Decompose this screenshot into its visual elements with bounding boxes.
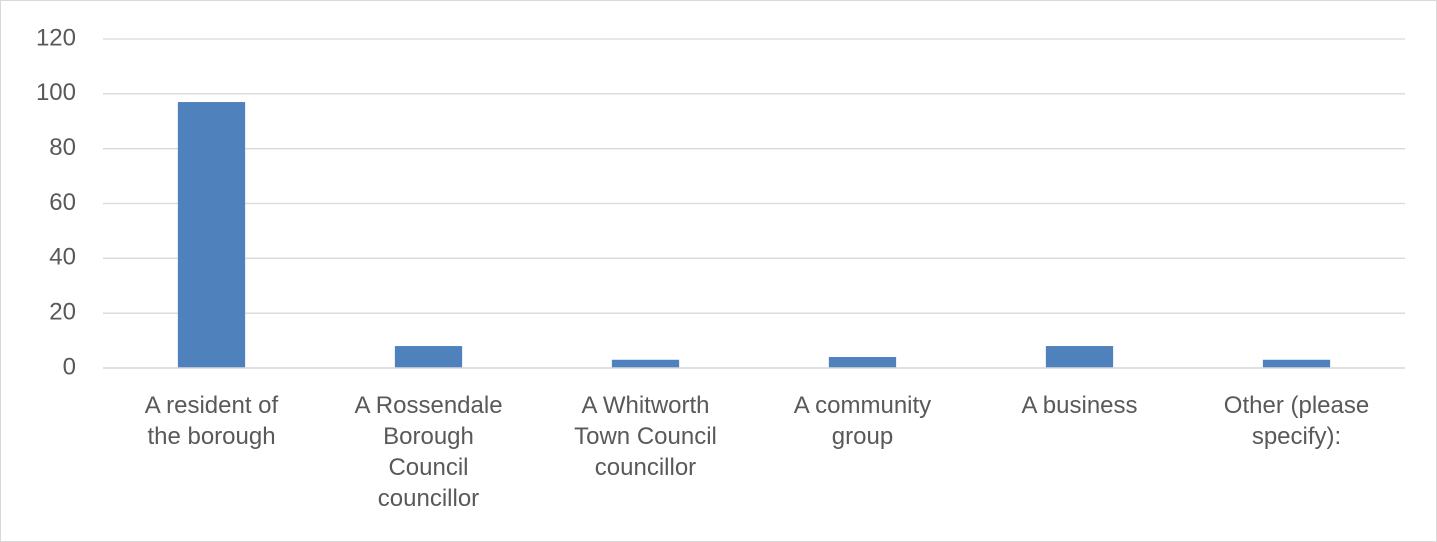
x-tick-label: A Whitworth Town Council councillor: [574, 392, 717, 481]
x-tick-label: A business: [1021, 392, 1138, 419]
bar: [828, 357, 897, 368]
bar: [177, 102, 246, 368]
bar: [1262, 359, 1331, 368]
x-tick-label: A community group: [793, 392, 932, 450]
y-tick-label: 0: [63, 353, 76, 380]
y-tick-label: 20: [49, 299, 76, 326]
bar: [1045, 346, 1114, 368]
y-tick-label: 120: [36, 24, 76, 51]
x-tick-label: A Rossendale Borough Council councillor: [354, 392, 503, 512]
y-tick-label: 100: [36, 79, 76, 106]
bar: [394, 346, 463, 368]
x-tick-label: A resident of the borough: [144, 392, 279, 450]
y-tick-label: 40: [49, 244, 76, 271]
y-tick-label: 80: [49, 134, 76, 161]
y-tick-label: 60: [49, 189, 76, 216]
bar: [611, 359, 680, 368]
x-tick-label: Other (please specify):: [1223, 392, 1370, 450]
